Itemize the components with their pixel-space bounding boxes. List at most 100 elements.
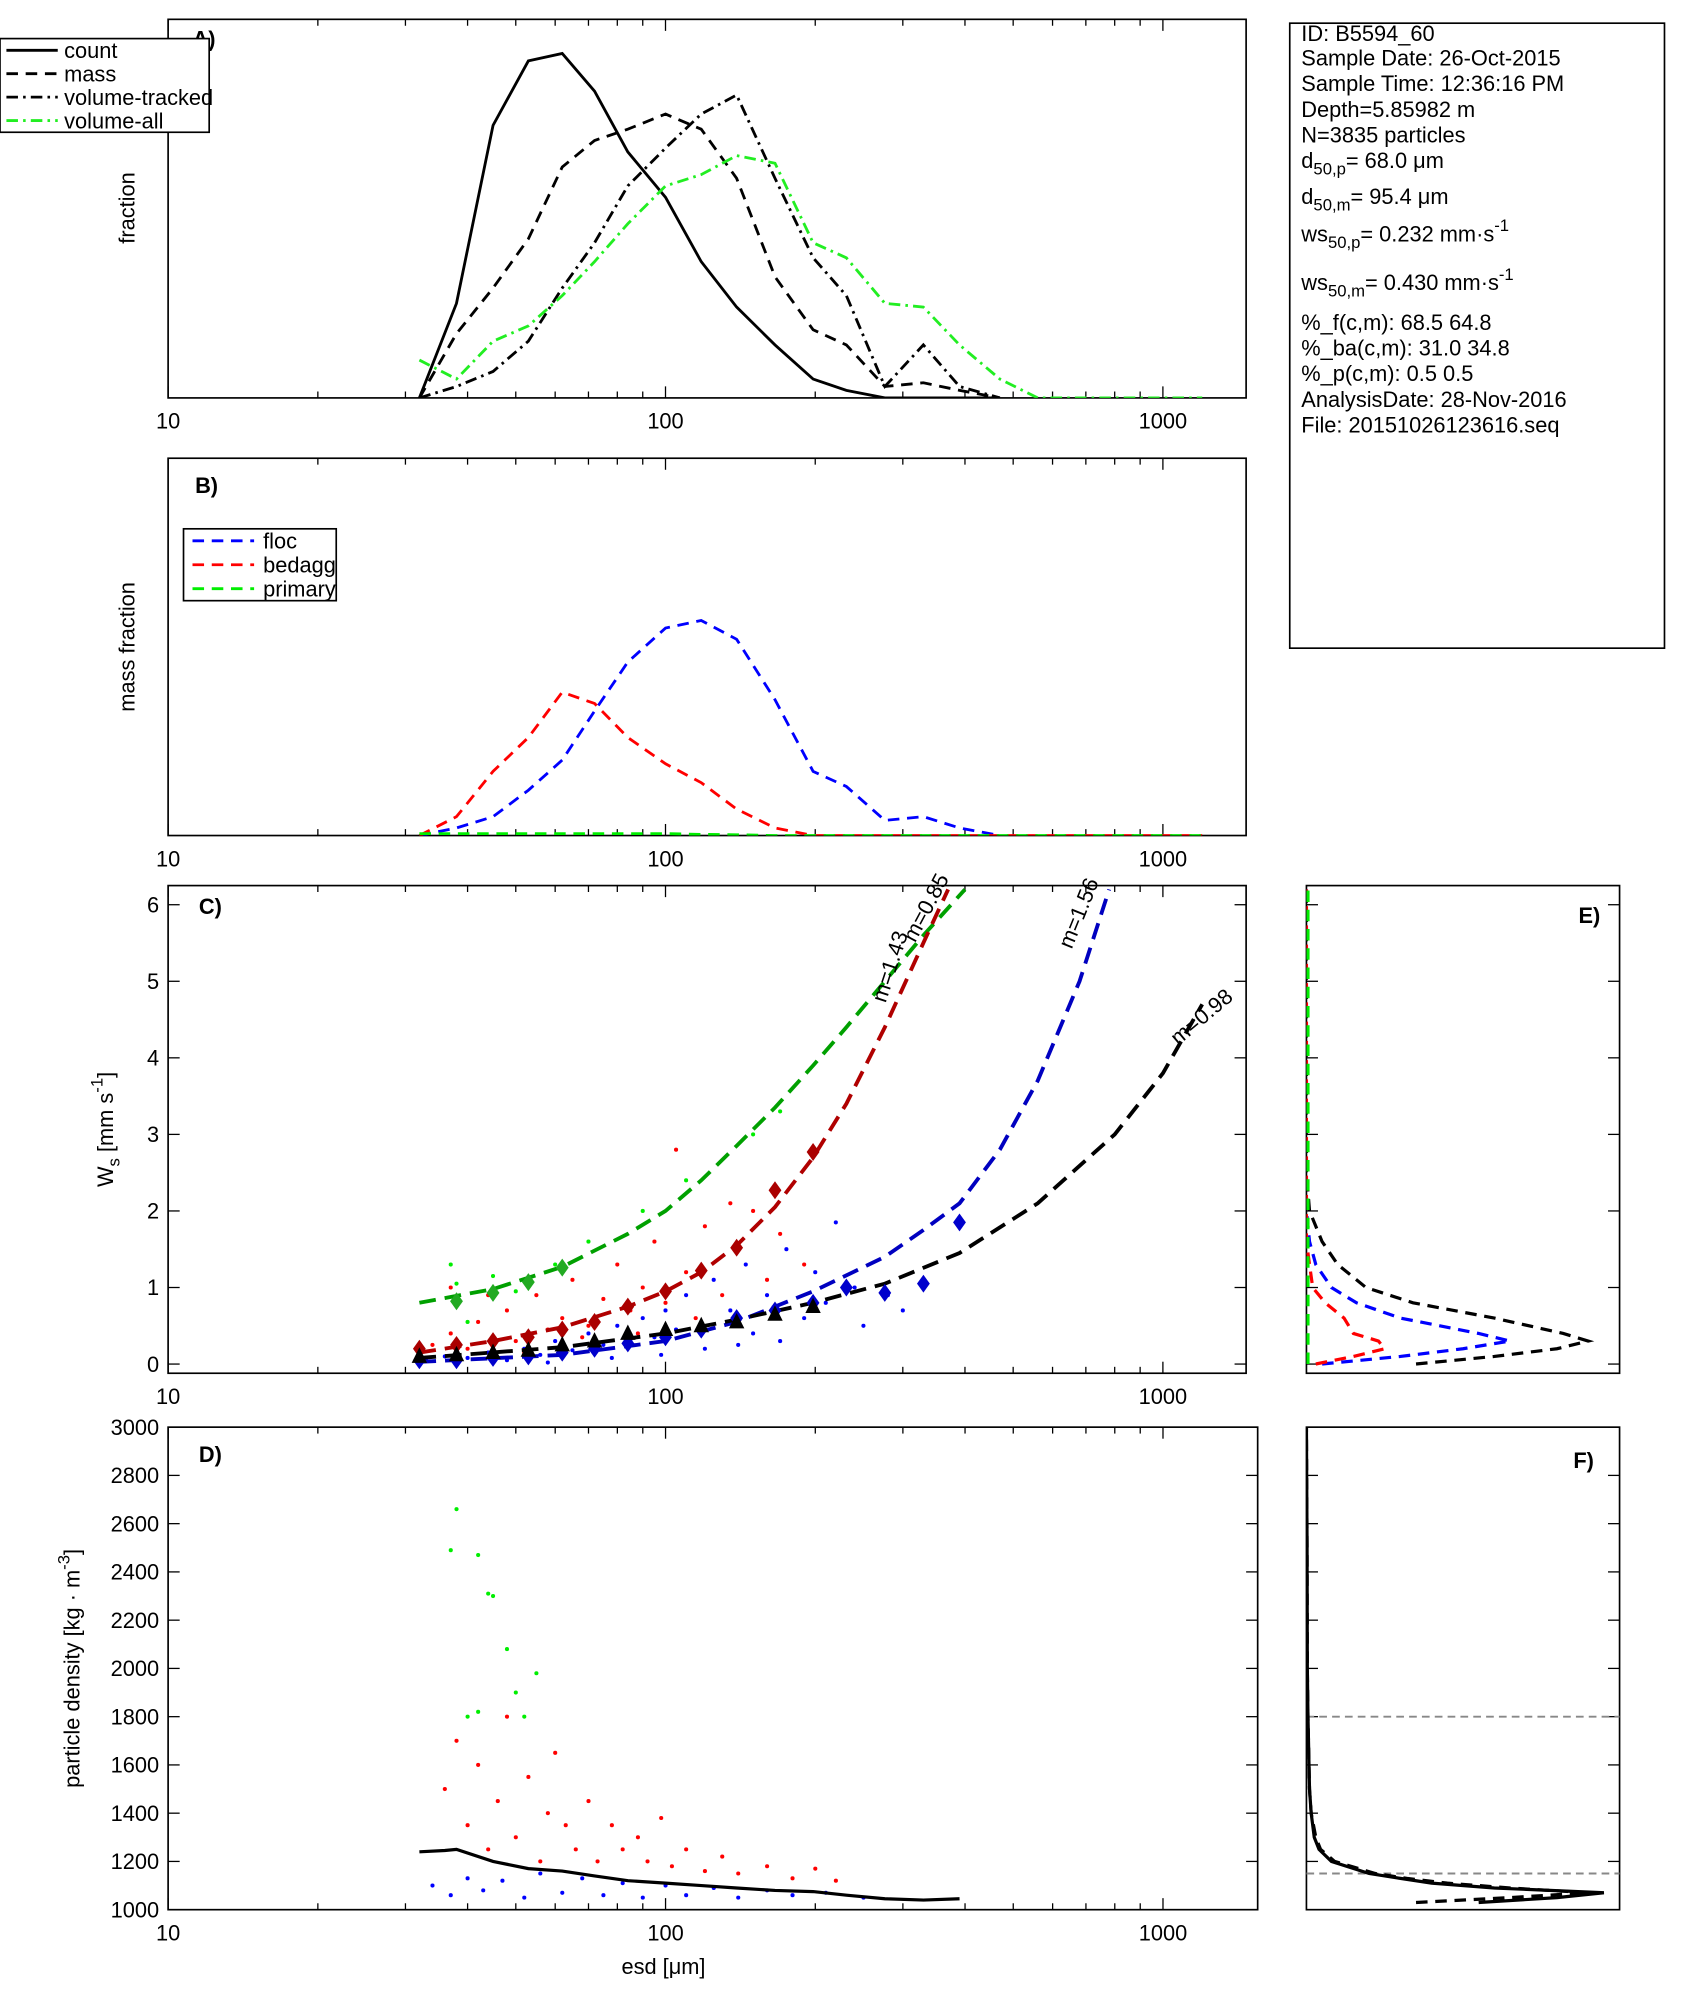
data-line xyxy=(1306,889,1511,1366)
scatter-dot xyxy=(430,1883,435,1888)
scatter-dot xyxy=(728,1308,733,1313)
x-tick-label: 10 xyxy=(156,409,180,434)
scatter-dot xyxy=(513,1835,518,1840)
triangle-marker xyxy=(411,1347,428,1363)
info-line: ws50,p= 0.232 mm·s-1 xyxy=(1300,216,1509,252)
text-segment: ID: B5594_60 xyxy=(1301,21,1434,46)
scatter-dot xyxy=(720,1293,725,1298)
scatter-dot xyxy=(513,1690,518,1695)
text-segment: %_ba(c,m): 31.0 34.8 xyxy=(1301,336,1509,361)
scatter-dot xyxy=(663,1300,668,1305)
scatter-dot xyxy=(790,1893,795,1898)
scatter-dot xyxy=(813,1866,818,1871)
y-tick-label: 3 xyxy=(147,1122,159,1147)
legend-label: count xyxy=(64,38,117,63)
scatter-dot xyxy=(673,1147,679,1152)
scatter-dot xyxy=(538,1352,543,1357)
legend-label: floc xyxy=(263,528,297,553)
diamond-marker xyxy=(659,1282,672,1301)
scatter-dot xyxy=(778,1339,783,1344)
text-segment: [mm s xyxy=(93,1093,118,1158)
diamond-marker xyxy=(521,1328,535,1347)
info-line: ws50,m= 0.430 mm·s-1 xyxy=(1300,265,1513,301)
scatter-dot xyxy=(743,1262,748,1267)
text-segment: ws xyxy=(1300,270,1328,295)
plot-frame xyxy=(1288,22,1666,650)
scatter-dot xyxy=(522,1895,527,1900)
text-segment: %_f(c,m): 68.5 64.8 xyxy=(1301,310,1491,335)
text-segment: s xyxy=(104,1158,123,1166)
text-segment: 50,m xyxy=(1328,282,1365,301)
scatter-dot xyxy=(702,1869,707,1874)
scatter-dot xyxy=(563,1823,568,1828)
plot-frame xyxy=(167,18,1247,399)
scatter-dot xyxy=(476,1762,481,1767)
data-line xyxy=(419,888,950,1355)
text-segment: W xyxy=(93,1166,118,1187)
scatter-dot xyxy=(573,1847,578,1852)
info-line: File: 20151026123616.seq xyxy=(1301,413,1559,438)
diamond-marker xyxy=(555,1258,569,1277)
scatter-dot xyxy=(560,1890,565,1895)
triangle-marker xyxy=(586,1332,603,1348)
scatter-dot xyxy=(545,1360,550,1365)
scatter-dot xyxy=(702,1224,707,1229)
scatter-dot xyxy=(586,1331,591,1336)
scatter-dot xyxy=(635,1835,640,1840)
scatter-dot xyxy=(620,1847,625,1852)
triangle-marker xyxy=(448,1345,465,1362)
data-line xyxy=(1306,889,1388,1366)
x-tick-label: 100 xyxy=(647,1384,683,1409)
scatter-dot xyxy=(586,1239,591,1244)
scatter-dot xyxy=(684,1847,689,1852)
scatter-dot xyxy=(448,1285,453,1290)
diamond-marker xyxy=(621,1297,635,1316)
scatter-dot xyxy=(513,1289,518,1294)
x-tick-label: 10 xyxy=(156,1920,180,1945)
scatter-dot xyxy=(640,1316,645,1321)
y-axis-label: Ws [mm s-1] xyxy=(88,1072,124,1187)
scatter-dot xyxy=(580,1335,585,1340)
text-segment: ] xyxy=(93,1072,118,1078)
x-tick-label: 100 xyxy=(647,409,683,434)
y-tick-label: 1200 xyxy=(111,1849,159,1874)
scatter-dot xyxy=(448,1548,453,1553)
scatter-dot xyxy=(684,1270,689,1275)
plot-frame xyxy=(167,884,1247,1375)
info-line: %_p(c,m): 0.5 0.5 xyxy=(1301,361,1473,386)
text-segment: = 95.4 μm xyxy=(1351,184,1449,209)
scatter-dot xyxy=(586,1799,591,1804)
y-tick-label: 2 xyxy=(147,1199,159,1224)
scatter-dot xyxy=(534,1671,539,1676)
plot-frame xyxy=(167,457,1247,837)
text-segment: -3 xyxy=(54,1555,73,1570)
scatter-dot xyxy=(481,1888,486,1893)
scatter-dot xyxy=(570,1277,575,1282)
info-line: d50,p= 68.0 μm xyxy=(1301,148,1444,178)
text-segment: ] xyxy=(60,1549,85,1555)
text-segment: d xyxy=(1301,148,1313,173)
text-segment: 50,p xyxy=(1328,233,1360,252)
scatter-dot xyxy=(448,1331,453,1336)
info-line: Depth=5.85982 m xyxy=(1301,97,1475,122)
text-segment: = 0.430 mm·s xyxy=(1365,270,1499,295)
scatter-dot xyxy=(476,1552,481,1558)
fit-label: m=1.43 xyxy=(866,928,912,1005)
scatter-dot xyxy=(620,1881,625,1886)
scatter-dot xyxy=(553,1339,558,1344)
scatter-dot xyxy=(736,1342,741,1347)
scatter-dot xyxy=(751,1331,756,1336)
y-tick-label: 1000 xyxy=(111,1897,159,1922)
scatter-dot xyxy=(640,1285,645,1290)
scatter-dot xyxy=(790,1876,795,1881)
diamond-marker xyxy=(806,1143,820,1161)
scatter-dot xyxy=(513,1339,518,1344)
text-segment: Sample Time: 12:36:16 PM xyxy=(1301,71,1564,96)
y-tick-label: 2800 xyxy=(111,1463,159,1488)
scatter-dot xyxy=(813,1270,818,1275)
panel-label: D) xyxy=(199,1442,222,1467)
scatter-dot xyxy=(751,1132,756,1137)
scatter-dot xyxy=(784,1247,789,1252)
plot-frame xyxy=(167,1426,1259,1911)
